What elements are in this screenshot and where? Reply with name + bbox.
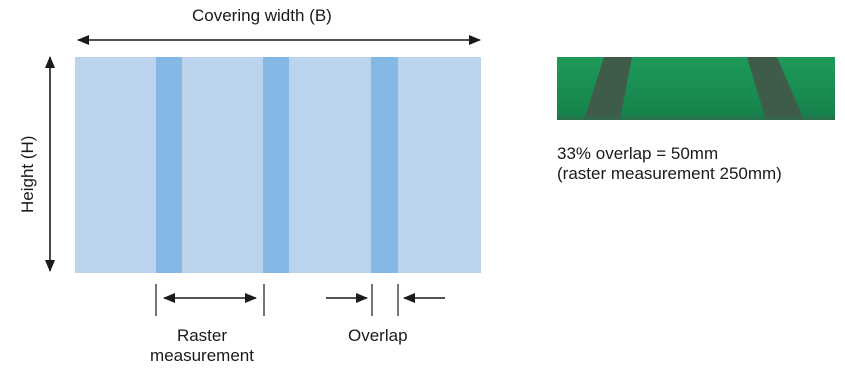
- overlap-strip: [156, 57, 182, 273]
- height-label: Height (H): [18, 135, 37, 213]
- photo-sheet-overlap-right: [747, 57, 804, 120]
- overlap-photo: [557, 57, 835, 120]
- photo-caption-line2: (raster measurement 250mm): [557, 164, 782, 183]
- photo-caption: 33% overlap = 50mm (raster measurement 2…: [557, 144, 782, 184]
- overlap-strip: [263, 57, 289, 273]
- photo-sheet-overlap-left: [584, 57, 632, 120]
- overlap-label: Overlap: [348, 326, 408, 345]
- raster-label-line1: Raster: [176, 326, 228, 345]
- overlap-strip: [371, 57, 398, 273]
- raster-label-line2: measurement: [150, 346, 254, 365]
- covering-width-label: Covering width (B): [192, 6, 332, 25]
- raster-measurement-label: Raster measurement: [142, 326, 262, 366]
- photo-caption-line1: 33% overlap = 50mm: [557, 144, 719, 163]
